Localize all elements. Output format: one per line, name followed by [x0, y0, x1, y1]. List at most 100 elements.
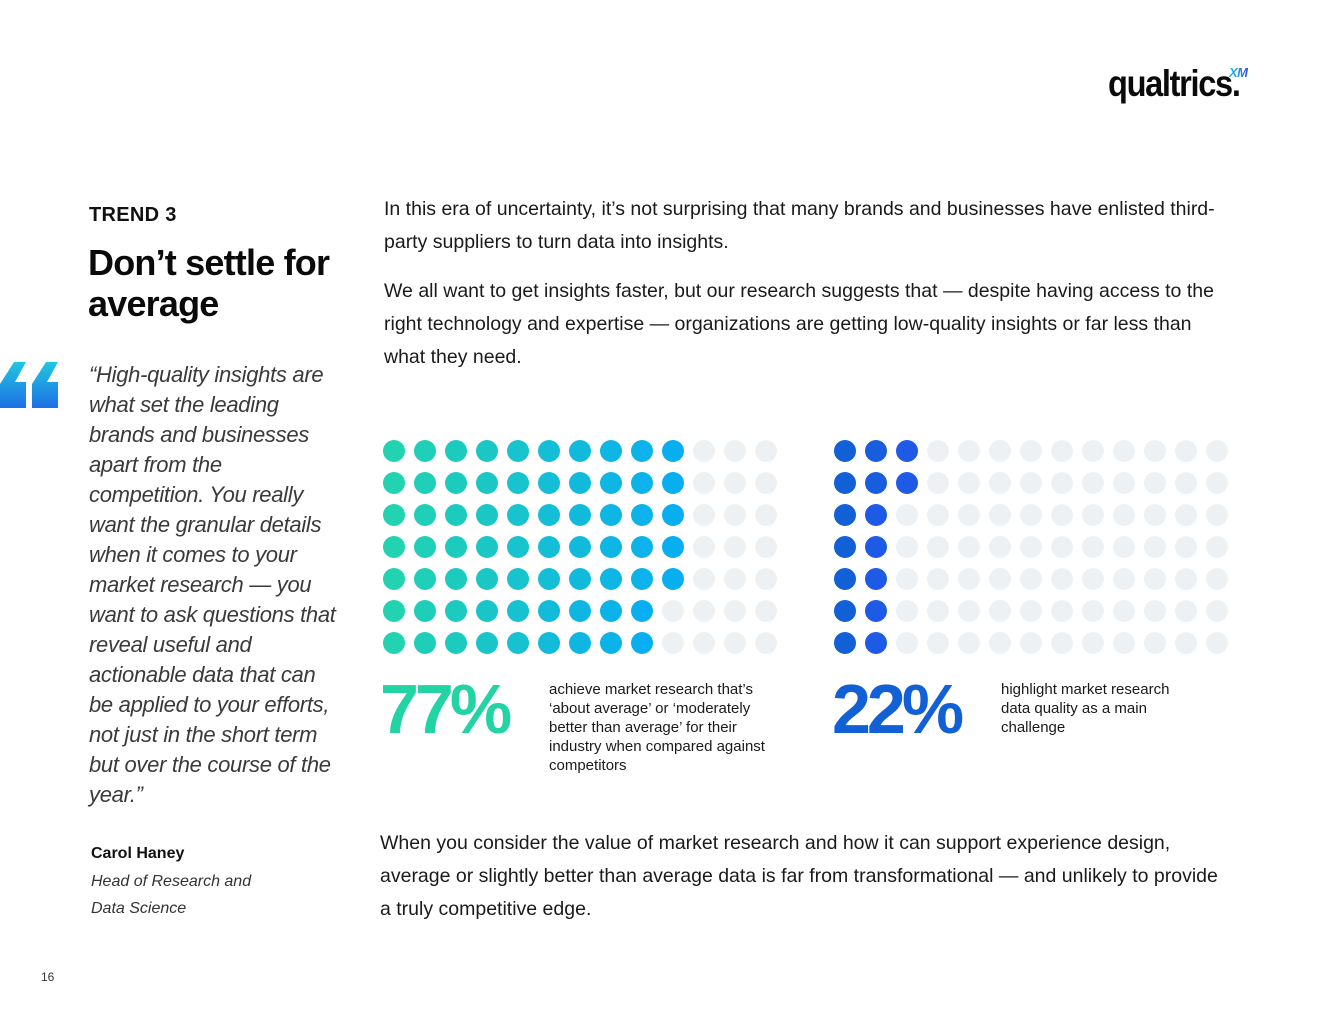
- waffle-dot-filled: [538, 632, 560, 654]
- waffle-dot-filled: [414, 536, 436, 558]
- waffle-dot-empty: [1206, 504, 1228, 526]
- waffle-dot-empty: [1175, 632, 1197, 654]
- waffle-dot-filled: [383, 632, 405, 654]
- waffle-dot-filled: [631, 632, 653, 654]
- waffle-dot-empty: [1175, 568, 1197, 590]
- waffle-dot-filled: [600, 472, 622, 494]
- waffle-dot-filled: [865, 472, 887, 494]
- stat-value-77: 77%: [380, 670, 512, 748]
- waffle-dot-filled: [383, 536, 405, 558]
- waffle-dot-empty: [1020, 504, 1042, 526]
- waffle-dot-filled: [834, 600, 856, 622]
- waffle-dot-empty: [662, 600, 684, 622]
- waffle-dot-filled: [865, 536, 887, 558]
- waffle-dot-filled: [600, 504, 622, 526]
- waffle-dot-filled: [383, 504, 405, 526]
- waffle-dot-filled: [507, 568, 529, 590]
- waffle-dot-empty: [755, 632, 777, 654]
- waffle-dot-empty: [1206, 440, 1228, 462]
- qualtrics-logo: qualtrics. XM: [1108, 62, 1258, 106]
- waffle-dot-empty: [724, 536, 746, 558]
- waffle-dot-empty: [1206, 536, 1228, 558]
- waffle-dot-filled: [865, 504, 887, 526]
- waffle-dot-empty: [724, 568, 746, 590]
- waffle-chart-22: [834, 440, 1228, 654]
- waffle-dot-empty: [1020, 568, 1042, 590]
- waffle-dot-filled: [600, 600, 622, 622]
- waffle-dot-empty: [1144, 536, 1166, 558]
- waffle-dot-filled: [662, 472, 684, 494]
- waffle-dot-empty: [1175, 440, 1197, 462]
- intro-paragraph: In this era of uncertainty, it’s not sur…: [384, 198, 1215, 253]
- waffle-dot-empty: [755, 536, 777, 558]
- waffle-dot-filled: [865, 568, 887, 590]
- stat-value-22: 22%: [832, 670, 964, 748]
- waffle-dot-empty: [989, 504, 1011, 526]
- waffle-dot-empty: [1144, 600, 1166, 622]
- waffle-dot-empty: [927, 632, 949, 654]
- waffle-dot-empty: [1020, 472, 1042, 494]
- waffle-dot-filled: [834, 440, 856, 462]
- waffle-dot-filled: [600, 536, 622, 558]
- waffle-dot-filled: [414, 504, 436, 526]
- waffle-dot-filled: [507, 472, 529, 494]
- waffle-dot-empty: [958, 504, 980, 526]
- trend-label: TREND 3: [89, 204, 177, 226]
- waffle-dot-empty: [1206, 472, 1228, 494]
- waffle-dot-filled: [507, 600, 529, 622]
- waffle-dot-empty: [693, 568, 715, 590]
- waffle-dot-filled: [865, 632, 887, 654]
- quote-author: Carol Haney: [91, 845, 185, 862]
- waffle-dot-filled: [662, 504, 684, 526]
- waffle-dot-filled: [476, 632, 498, 654]
- waffle-dot-empty: [1051, 600, 1073, 622]
- waffle-dot-empty: [958, 632, 980, 654]
- quote-author-role: Head of Research and Data Science: [91, 873, 252, 917]
- waffle-dot-empty: [755, 504, 777, 526]
- waffle-dot-filled: [569, 472, 591, 494]
- waffle-dot-empty: [896, 504, 918, 526]
- waffle-dot-empty: [693, 536, 715, 558]
- waffle-dot-empty: [896, 600, 918, 622]
- waffle-dot-filled: [569, 440, 591, 462]
- waffle-dot-empty: [1175, 536, 1197, 558]
- waffle-dot-empty: [724, 504, 746, 526]
- waffle-dot-filled: [834, 472, 856, 494]
- waffle-dot-filled: [600, 568, 622, 590]
- waffle-dot-filled: [569, 504, 591, 526]
- waffle-dot-filled: [414, 440, 436, 462]
- waffle-dot-filled: [631, 472, 653, 494]
- waffle-dot-empty: [693, 472, 715, 494]
- waffle-dot-empty: [896, 536, 918, 558]
- waffle-dot-empty: [1113, 568, 1135, 590]
- waffle-dot-empty: [1082, 600, 1104, 622]
- waffle-dot-empty: [724, 472, 746, 494]
- waffle-dot-filled: [569, 600, 591, 622]
- waffle-dot-empty: [1020, 536, 1042, 558]
- waffle-chart-77: [383, 440, 777, 654]
- waffle-dot-empty: [1020, 600, 1042, 622]
- waffle-dot-filled: [865, 600, 887, 622]
- waffle-dot-filled: [865, 440, 887, 462]
- waffle-dot-empty: [927, 440, 949, 462]
- waffle-dot-filled: [445, 472, 467, 494]
- waffle-dot-empty: [1051, 568, 1073, 590]
- waffle-dot-filled: [383, 472, 405, 494]
- waffle-dot-empty: [1082, 440, 1104, 462]
- waffle-dot-filled: [631, 600, 653, 622]
- waffle-dot-filled: [476, 472, 498, 494]
- waffle-dot-empty: [693, 440, 715, 462]
- waffle-dot-empty: [958, 600, 980, 622]
- waffle-dot-empty: [1082, 472, 1104, 494]
- waffle-dot-filled: [383, 600, 405, 622]
- waffle-dot-empty: [1144, 632, 1166, 654]
- waffle-dot-empty: [724, 600, 746, 622]
- waffle-dot-empty: [1020, 632, 1042, 654]
- waffle-dot-filled: [507, 536, 529, 558]
- waffle-dot-empty: [958, 440, 980, 462]
- waffle-dot-empty: [693, 600, 715, 622]
- waffle-dot-filled: [834, 536, 856, 558]
- waffle-dot-filled: [896, 472, 918, 494]
- waffle-dot-filled: [476, 536, 498, 558]
- waffle-dot-empty: [1051, 440, 1073, 462]
